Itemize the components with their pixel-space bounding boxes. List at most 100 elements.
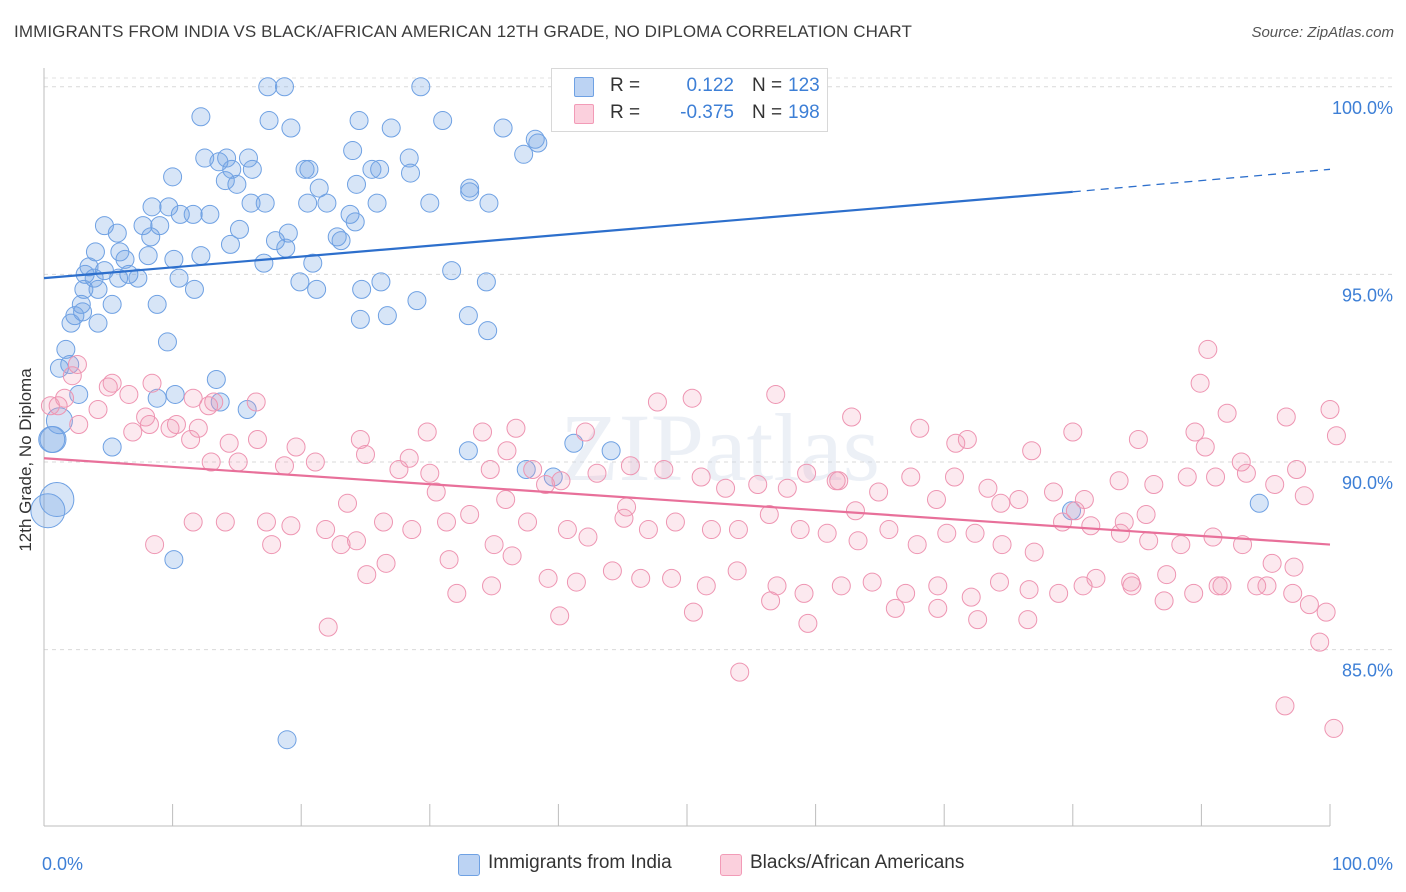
india-point-18 bbox=[238, 148, 258, 168]
india-point-35 bbox=[255, 193, 275, 213]
black-point-76 bbox=[316, 520, 336, 540]
black-point-151 bbox=[968, 610, 988, 630]
trend-lines bbox=[43, 168, 1331, 546]
india-point-83 bbox=[73, 302, 93, 322]
india-point-33 bbox=[142, 197, 162, 217]
black-point-175 bbox=[1287, 460, 1307, 480]
black-point-62 bbox=[1009, 490, 1029, 510]
black-point-111 bbox=[262, 535, 282, 555]
black-point-53 bbox=[654, 460, 674, 480]
india-point-114 bbox=[1249, 493, 1269, 513]
black-point-67 bbox=[1177, 467, 1197, 487]
black-point-83 bbox=[518, 512, 538, 532]
black-point-117 bbox=[482, 576, 502, 596]
black-point-161 bbox=[1275, 696, 1295, 716]
black-point-93 bbox=[817, 523, 837, 543]
india-point-25 bbox=[370, 159, 390, 179]
y-tick-label-1: 95.0% bbox=[1342, 285, 1393, 305]
black-point-54 bbox=[691, 467, 711, 487]
black-point-69 bbox=[1236, 463, 1256, 483]
black-point-65 bbox=[1109, 471, 1129, 491]
black-point-8 bbox=[48, 396, 68, 416]
black-point-91 bbox=[759, 505, 779, 525]
black-point-37 bbox=[1276, 407, 1296, 427]
india-point-88 bbox=[88, 313, 108, 333]
india-point-96 bbox=[147, 388, 167, 408]
black-point-153 bbox=[1073, 576, 1093, 596]
india-point-76 bbox=[184, 279, 204, 299]
black-point-84 bbox=[557, 520, 577, 540]
india-point-77 bbox=[307, 279, 327, 299]
black-point-1 bbox=[67, 354, 87, 374]
black-point-100 bbox=[1024, 542, 1044, 562]
black-point-39 bbox=[1326, 426, 1346, 446]
india-point-32 bbox=[460, 182, 480, 202]
india-point-90 bbox=[157, 332, 177, 352]
india-point-97 bbox=[165, 384, 185, 404]
black-point-110 bbox=[145, 535, 165, 555]
black-point-170 bbox=[991, 493, 1011, 513]
india-point-2 bbox=[411, 77, 431, 97]
black-point-81 bbox=[460, 505, 480, 525]
black-point-23 bbox=[473, 422, 493, 442]
black-point-88 bbox=[665, 512, 685, 532]
black-point-167 bbox=[777, 478, 797, 498]
india-point-80 bbox=[102, 294, 122, 314]
black-point-121 bbox=[602, 561, 622, 581]
black-point-34 bbox=[1128, 429, 1148, 449]
black-point-169 bbox=[926, 490, 946, 510]
india-point-112 bbox=[164, 550, 184, 570]
black-point-172 bbox=[1136, 505, 1156, 525]
india-point-73 bbox=[476, 272, 496, 292]
black-point-29 bbox=[842, 407, 862, 427]
india-point-105 bbox=[564, 433, 584, 453]
black-point-166 bbox=[617, 497, 637, 517]
black-point-141 bbox=[1247, 576, 1267, 596]
black-point-105 bbox=[1171, 535, 1191, 555]
black-point-94 bbox=[848, 531, 868, 551]
india-point-22 bbox=[242, 159, 262, 179]
chart-title: IMMIGRANTS FROM INDIA VS BLACK/AFRICAN A… bbox=[14, 22, 912, 41]
india-point-109 bbox=[39, 482, 75, 518]
data-points bbox=[30, 77, 1346, 750]
black-point-143 bbox=[1316, 602, 1336, 622]
india-point-81 bbox=[147, 294, 167, 314]
black-point-159 bbox=[1310, 632, 1330, 652]
black-point-157 bbox=[1257, 576, 1277, 596]
india-point-29 bbox=[346, 174, 366, 194]
india-point-4 bbox=[259, 111, 279, 131]
black-point-7 bbox=[199, 396, 219, 416]
india-point-60 bbox=[191, 246, 211, 266]
india-point-23 bbox=[295, 159, 315, 179]
black-point-74 bbox=[256, 512, 276, 532]
black-point-82 bbox=[484, 535, 504, 555]
black-point-24 bbox=[506, 418, 526, 438]
black-point-43 bbox=[305, 452, 325, 472]
india-point-51 bbox=[107, 223, 127, 243]
black-point-63 bbox=[1044, 482, 1064, 502]
black-point-120 bbox=[566, 572, 586, 592]
black-point-0 bbox=[62, 366, 82, 386]
black-point-118 bbox=[502, 546, 522, 566]
black-point-124 bbox=[696, 576, 716, 596]
legend-swatch-black bbox=[574, 104, 594, 124]
india-point-102 bbox=[39, 425, 67, 453]
black-point-78 bbox=[374, 512, 394, 532]
india-point-106 bbox=[601, 441, 621, 461]
black-point-77 bbox=[346, 531, 366, 551]
india-point-53 bbox=[327, 227, 347, 247]
black-point-80 bbox=[437, 512, 457, 532]
black-point-46 bbox=[420, 463, 440, 483]
black-point-50 bbox=[551, 471, 571, 491]
black-point-96 bbox=[907, 535, 927, 555]
legend-r-label: R = bbox=[610, 75, 641, 96]
black-point-187 bbox=[98, 377, 118, 397]
black-point-6 bbox=[183, 388, 203, 408]
black-point-177 bbox=[1190, 373, 1210, 393]
black-point-56 bbox=[797, 463, 817, 483]
india-point-42 bbox=[183, 204, 203, 224]
black-point-33 bbox=[1063, 422, 1083, 442]
india-point-1 bbox=[274, 77, 294, 97]
black-point-36 bbox=[1217, 403, 1237, 423]
black-point-112 bbox=[331, 535, 351, 555]
